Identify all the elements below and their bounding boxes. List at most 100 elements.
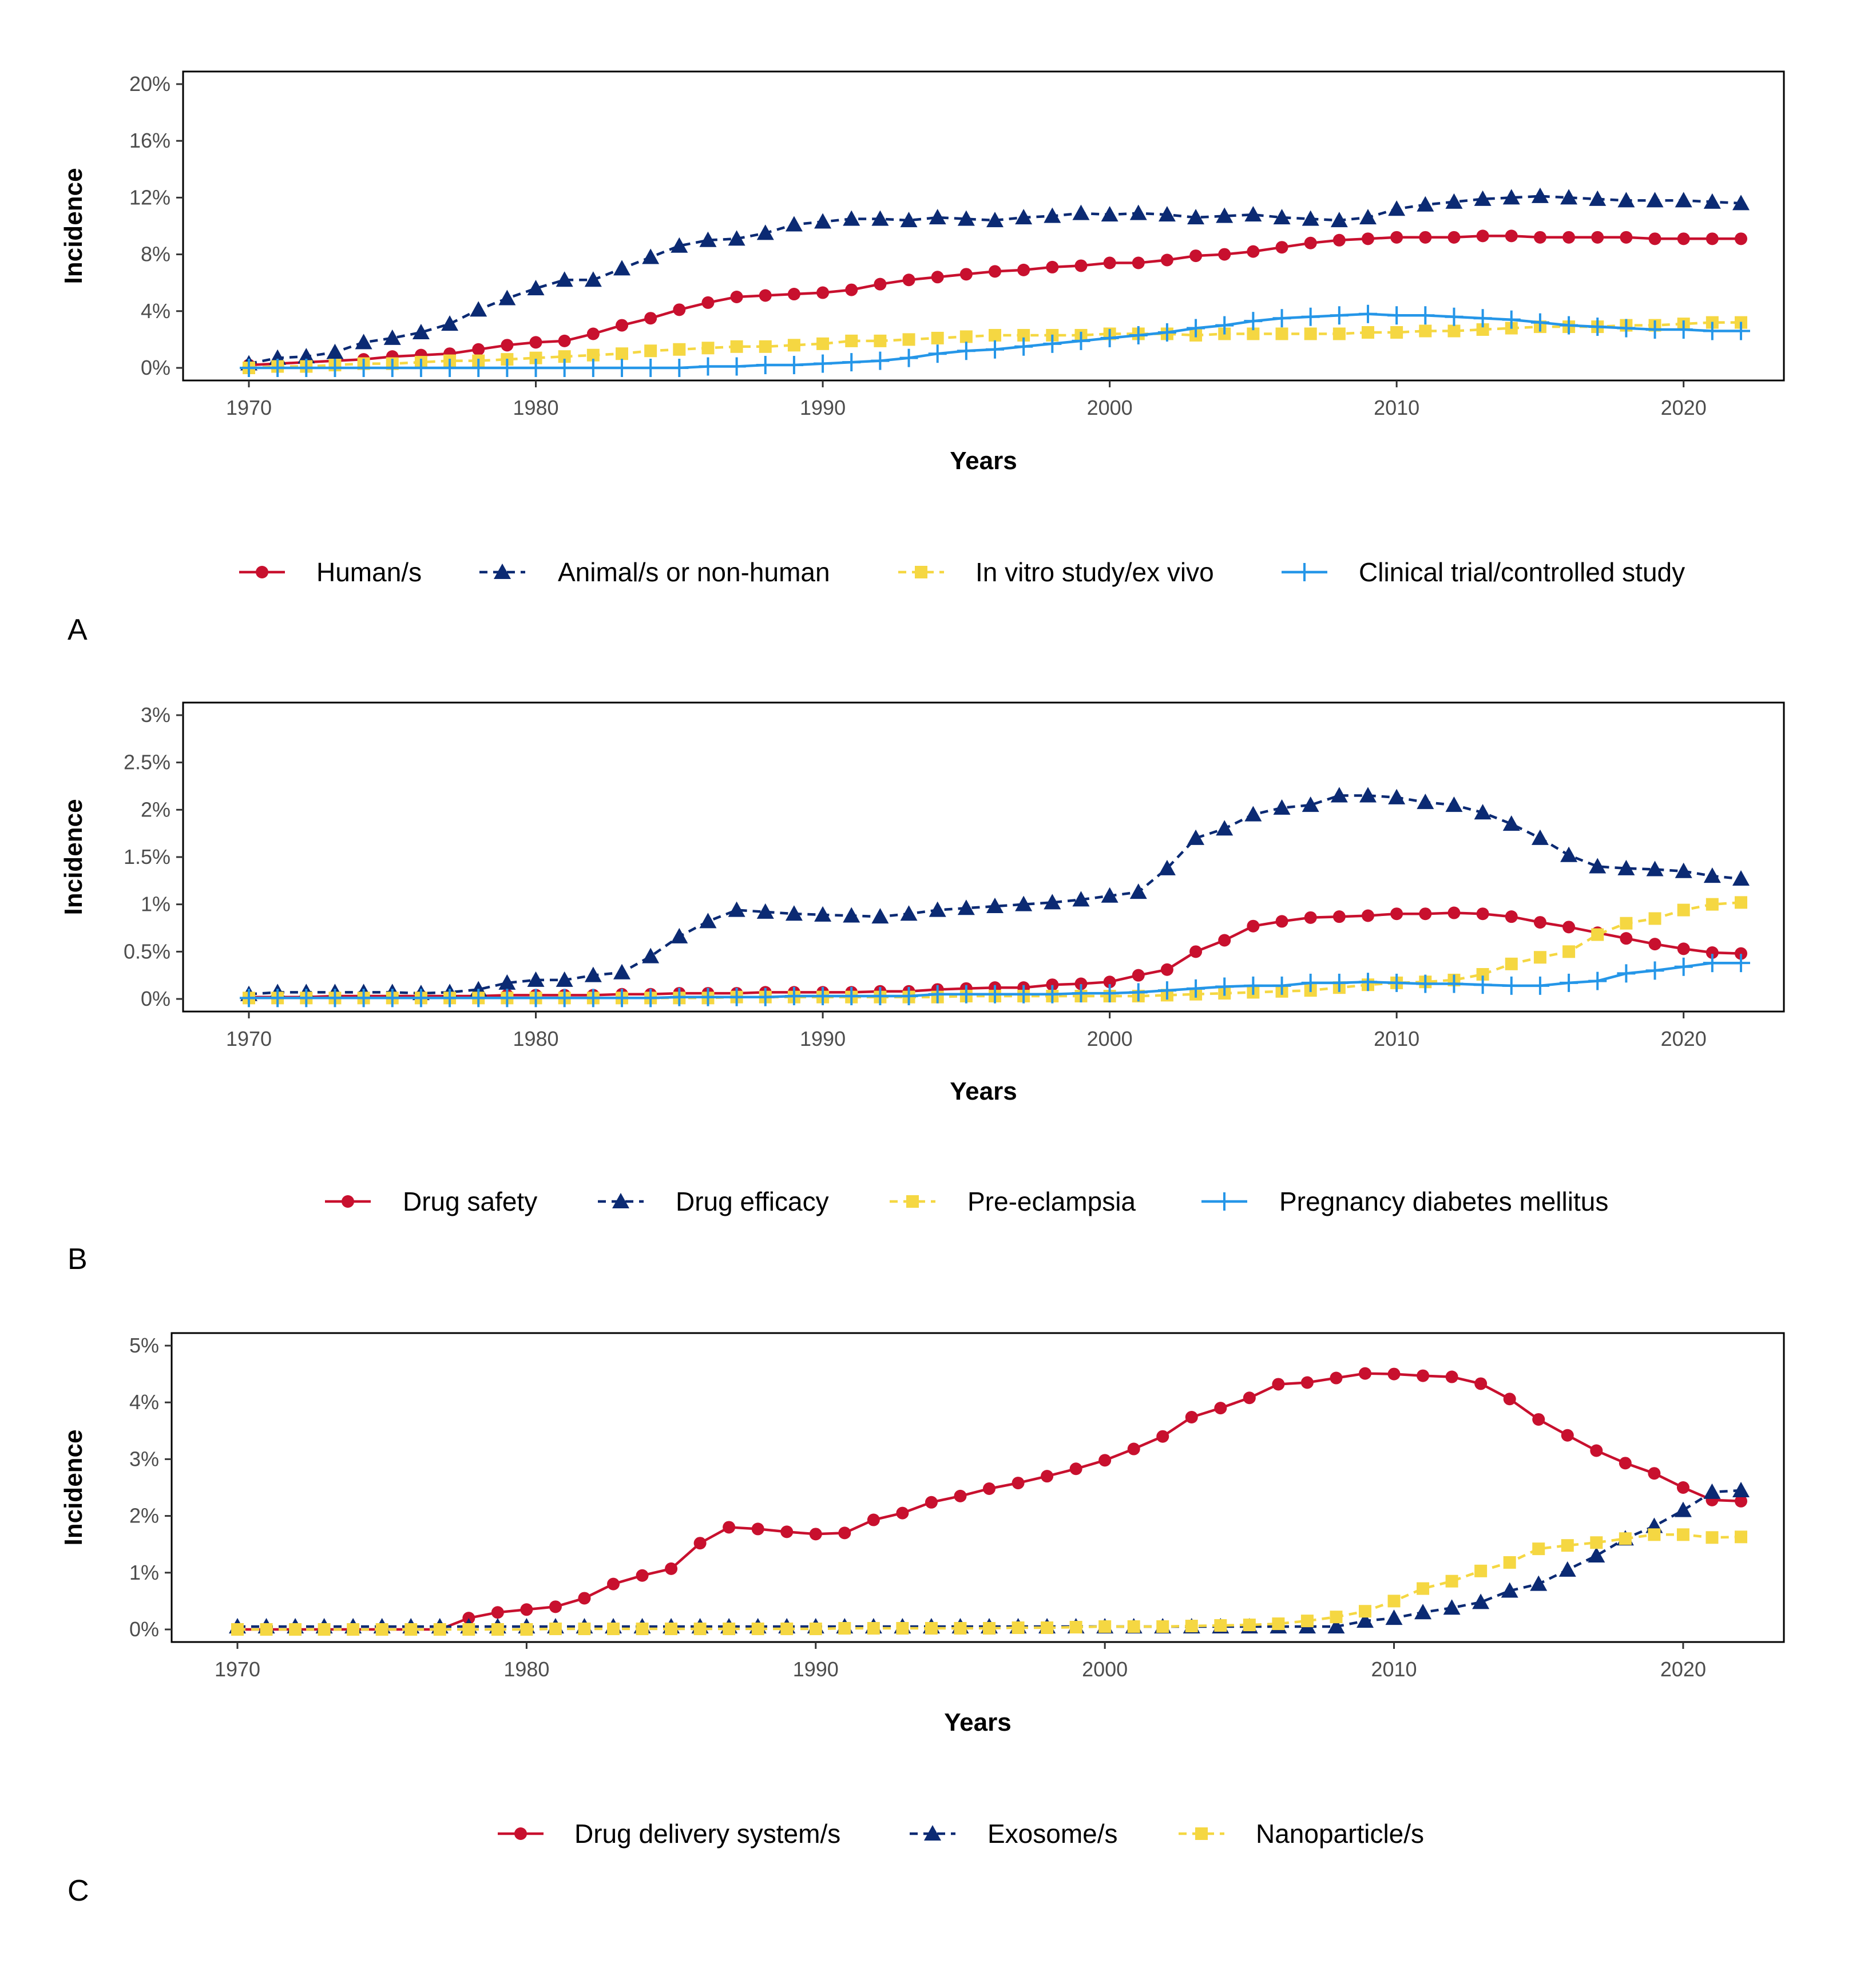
data-point bbox=[728, 901, 745, 917]
data-point bbox=[1157, 323, 1176, 342]
legend-marker bbox=[342, 1195, 354, 1208]
x-tick-label: 2000 bbox=[1087, 1027, 1133, 1050]
data-point bbox=[1447, 231, 1461, 244]
data-point bbox=[1619, 1457, 1632, 1470]
y-tick-label: 12% bbox=[129, 185, 170, 209]
data-point bbox=[929, 209, 946, 225]
data-point bbox=[1706, 1531, 1719, 1544]
data-point bbox=[989, 328, 1001, 342]
series-line bbox=[248, 794, 1742, 996]
x-tick-label: 1970 bbox=[226, 1027, 272, 1050]
data-point bbox=[1072, 204, 1090, 220]
data-point bbox=[751, 1522, 764, 1536]
data-point bbox=[925, 1496, 938, 1509]
data-point bbox=[586, 348, 600, 362]
data-point bbox=[1041, 1621, 1054, 1635]
legend-label: Nanoparticle/s bbox=[1256, 1819, 1424, 1849]
data-point bbox=[498, 289, 516, 306]
data-point bbox=[1243, 1391, 1256, 1405]
data-point bbox=[1041, 1470, 1054, 1483]
series-line bbox=[237, 1533, 1742, 1631]
data-point bbox=[1072, 984, 1090, 1003]
legend-label: Pre-eclampsia bbox=[967, 1187, 1136, 1216]
data-point bbox=[1476, 323, 1489, 336]
data-point bbox=[756, 356, 775, 375]
data-point bbox=[1533, 951, 1546, 964]
data-point bbox=[785, 905, 803, 921]
data-point bbox=[1445, 1370, 1458, 1383]
data-point bbox=[641, 989, 660, 1008]
data-point bbox=[1417, 1369, 1430, 1382]
data-point bbox=[1531, 829, 1549, 845]
y-tick-label: 5% bbox=[129, 1334, 159, 1357]
panel-letter: C bbox=[68, 1874, 89, 1907]
data-point bbox=[644, 312, 657, 325]
y-tick-label: 8% bbox=[141, 243, 170, 266]
legend-label: Drug efficacy bbox=[676, 1187, 829, 1216]
data-point bbox=[556, 971, 573, 987]
data-point bbox=[1617, 192, 1635, 208]
chart-panel-c: 0% 1% 2% 3% 4% 5% 1970 1980 1990 2000 2010 2020 Year… bbox=[60, 1332, 1785, 1907]
data-point bbox=[785, 216, 803, 232]
data-point bbox=[816, 286, 830, 299]
y-tick-label: 4% bbox=[141, 299, 170, 323]
data-point bbox=[1617, 859, 1635, 875]
data-point bbox=[1502, 815, 1520, 831]
data-point bbox=[1447, 906, 1461, 919]
data-point bbox=[928, 344, 947, 363]
data-point bbox=[1247, 919, 1260, 933]
data-point bbox=[1332, 327, 1346, 340]
legend-marker bbox=[906, 1195, 919, 1208]
data-point bbox=[1332, 910, 1346, 923]
data-point bbox=[469, 989, 488, 1008]
data-point bbox=[1362, 909, 1374, 922]
data-point bbox=[931, 271, 944, 284]
data-point bbox=[925, 1622, 938, 1635]
data-point bbox=[1390, 907, 1403, 921]
data-point bbox=[723, 1623, 736, 1636]
data-point bbox=[1302, 796, 1319, 812]
data-point bbox=[1189, 249, 1203, 263]
data-point bbox=[1591, 231, 1604, 244]
data-point bbox=[1330, 1371, 1343, 1385]
data-point bbox=[1101, 206, 1119, 222]
series-line bbox=[248, 195, 1742, 365]
data-point bbox=[1703, 1483, 1721, 1499]
data-point bbox=[809, 1528, 822, 1541]
y-axis-title: Incidence bbox=[60, 799, 88, 915]
y-axis-title: Incidence bbox=[60, 1430, 88, 1546]
data-point bbox=[1216, 207, 1234, 223]
data-point bbox=[578, 1592, 591, 1605]
y-tick-label: 0% bbox=[129, 1617, 159, 1641]
data-point bbox=[1589, 190, 1607, 206]
y-tick-label: 0.5% bbox=[124, 939, 170, 963]
data-point bbox=[526, 359, 545, 377]
y-tick-label: 0% bbox=[141, 356, 170, 379]
data-point bbox=[954, 1622, 967, 1635]
data-point bbox=[1588, 318, 1607, 336]
data-point bbox=[1648, 1467, 1661, 1480]
data-point bbox=[780, 1623, 794, 1636]
data-point bbox=[1215, 316, 1234, 335]
data-point bbox=[673, 303, 686, 316]
data-point bbox=[986, 212, 1004, 228]
data-point bbox=[1014, 337, 1033, 356]
data-point bbox=[383, 989, 402, 1008]
data-point bbox=[1300, 1376, 1314, 1389]
data-point bbox=[1129, 326, 1148, 344]
data-point bbox=[1619, 1532, 1632, 1545]
data-point bbox=[1503, 1393, 1516, 1406]
data-point bbox=[1132, 256, 1145, 269]
data-point bbox=[842, 987, 861, 1006]
data-point bbox=[1247, 245, 1260, 258]
data-point bbox=[784, 356, 803, 375]
data-point bbox=[1648, 1528, 1661, 1541]
data-point bbox=[501, 339, 514, 352]
data-point bbox=[641, 359, 660, 377]
data-point bbox=[665, 1623, 678, 1636]
data-point bbox=[1674, 320, 1693, 339]
data-point bbox=[347, 1623, 360, 1636]
panel-letter: B bbox=[68, 1243, 88, 1276]
data-point bbox=[1100, 328, 1119, 347]
x-tick-label: 1970 bbox=[215, 1657, 260, 1681]
